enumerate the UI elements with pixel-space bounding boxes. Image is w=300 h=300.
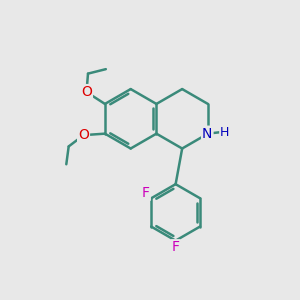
Text: F: F bbox=[172, 240, 180, 254]
Text: F: F bbox=[142, 186, 150, 200]
Text: N: N bbox=[202, 127, 212, 141]
Text: O: O bbox=[81, 85, 92, 99]
Text: O: O bbox=[78, 128, 89, 142]
Text: H: H bbox=[220, 126, 230, 139]
